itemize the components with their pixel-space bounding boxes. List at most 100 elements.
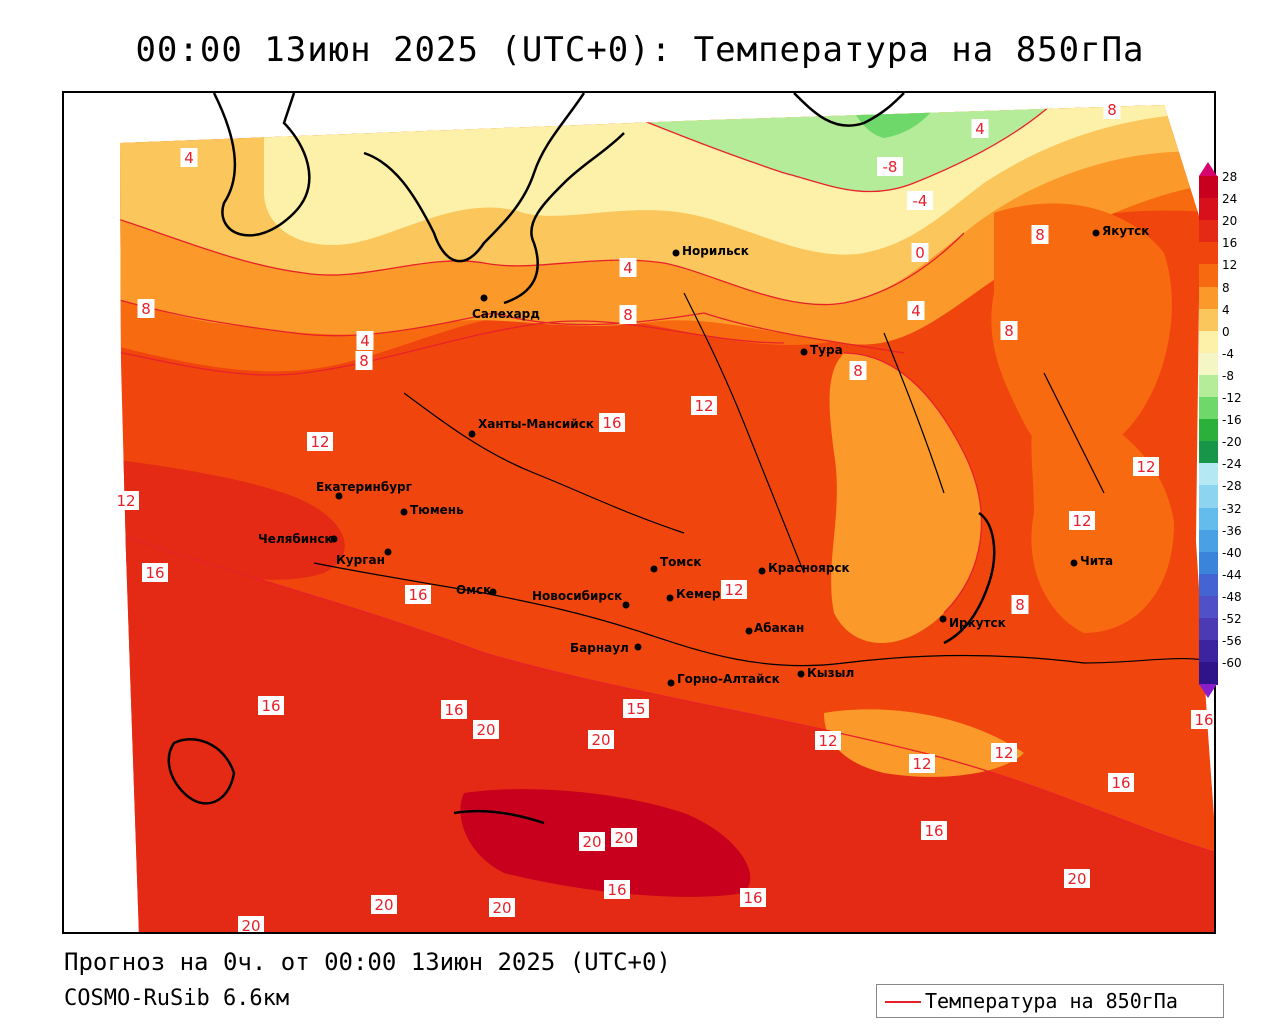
contour-value-label: 16 — [1191, 710, 1214, 729]
svg-text:12: 12 — [818, 732, 837, 750]
city-kurgan[interactable]: Курган — [336, 548, 392, 568]
contour-value-label: 0 — [911, 243, 929, 262]
svg-text:Тюмень: Тюмень — [410, 503, 464, 517]
colorbar-segment — [1199, 176, 1218, 199]
contour-value-label: -4 — [907, 191, 933, 210]
contour-value-label: 16 — [740, 888, 766, 907]
contour-value-label: 16 — [1108, 773, 1134, 792]
contour-value-label: 16 — [441, 700, 467, 719]
city-barnaul[interactable]: Барнаул — [570, 641, 642, 655]
contour-line — [120, 512, 1214, 854]
contour-value-label: 20 — [579, 832, 605, 851]
city-omsk[interactable]: Омск — [456, 583, 497, 597]
city-irkutsk[interactable]: Иркутск — [939, 615, 1006, 631]
svg-text:4: 4 — [975, 120, 985, 138]
field-warm-west — [120, 453, 345, 580]
city-yakutsk[interactable]: Якутск — [1092, 224, 1150, 238]
contour-value-label: 8 — [355, 351, 373, 370]
svg-text:12: 12 — [1136, 458, 1155, 476]
colorbar-tick-label: -52 — [1222, 612, 1242, 626]
svg-text:20: 20 — [591, 731, 610, 749]
svg-text:Тура: Тура — [810, 343, 843, 357]
city-yekaterinburg[interactable]: Екатеринбург — [316, 480, 412, 500]
svg-text:16: 16 — [1111, 774, 1130, 792]
city-tura[interactable]: Тура — [800, 343, 843, 357]
svg-text:16: 16 — [408, 586, 427, 604]
colorbar-segment — [1199, 220, 1218, 243]
svg-text:Норильск: Норильск — [682, 244, 749, 258]
field-east-patch-2 — [1031, 393, 1174, 633]
city-chelyabinsk[interactable]: Челябинск — [258, 532, 338, 546]
svg-text:16: 16 — [924, 822, 943, 840]
svg-text:-8: -8 — [883, 158, 898, 176]
coastline — [793, 93, 905, 127]
svg-text:20: 20 — [614, 829, 633, 847]
svg-text:Якутск: Якутск — [1102, 224, 1149, 238]
colorbar-segment — [1199, 441, 1218, 464]
city-tyumen[interactable]: Тюмень — [400, 503, 465, 517]
svg-text:16: 16 — [1194, 711, 1213, 729]
colorbar-segment — [1199, 242, 1218, 265]
svg-text:Кызыл: Кызыл — [807, 666, 854, 680]
model-caption: COSMO-RuSib 6.6км — [64, 986, 290, 1011]
city-gorno-altaysk[interactable]: Горно-Алтайск — [667, 672, 780, 687]
contour-value-label: 8 — [1000, 321, 1018, 340]
contour-value-label: 8 — [619, 305, 637, 324]
contour-value-label: 12 — [815, 731, 841, 750]
contour-value-label: 12 — [307, 432, 333, 451]
contour-value-label: -8 — [877, 157, 903, 176]
contour-value-label: 20 — [1064, 869, 1090, 888]
svg-text:-4: -4 — [913, 192, 928, 210]
colorbar-segment — [1199, 640, 1218, 663]
contour-value-label: 4 — [180, 148, 198, 167]
svg-text:8: 8 — [623, 306, 633, 324]
baikal-lake — [943, 511, 996, 645]
contour-value-label: 12 — [991, 743, 1017, 762]
contour-value-label: 16 — [405, 585, 431, 604]
city-salekhard[interactable]: Салехард — [472, 294, 540, 322]
city-tomsk[interactable]: Томск — [650, 555, 702, 573]
colorbar-tick-label: -20 — [1222, 435, 1242, 450]
contour-lines — [120, 105, 1214, 854]
svg-text:16: 16 — [145, 564, 164, 582]
city-khanty-mansiysk[interactable]: Ханты-Мансийск — [468, 417, 594, 438]
colorbar-segment — [1199, 264, 1218, 287]
colorbar-segment — [1199, 595, 1218, 619]
svg-text:20: 20 — [241, 917, 260, 934]
colorbar-segment — [1199, 463, 1218, 486]
colorbar-segment — [1199, 308, 1218, 332]
colorbar-tick-label: -48 — [1222, 589, 1242, 604]
colorbar-tick-label: 8 — [1222, 280, 1230, 295]
contour-value-label: 12 — [721, 580, 747, 599]
svg-text:12: 12 — [724, 581, 743, 599]
coastline — [503, 132, 625, 305]
city-kyzyl[interactable]: Кызыл — [797, 666, 855, 680]
svg-text:8: 8 — [1015, 596, 1025, 614]
city-abakan[interactable]: Абакан — [745, 621, 805, 635]
contour-value-label: 12 — [1133, 457, 1159, 476]
svg-text:4: 4 — [623, 259, 633, 277]
field-mongolia-cool — [824, 709, 1024, 777]
svg-text:Курган: Курган — [336, 553, 385, 567]
contour-value-label: 8 — [1011, 595, 1029, 614]
colorbar-segment — [1199, 618, 1218, 641]
city-markers: Норильск Якутск Салехард Тура Ханты-Манс… — [258, 224, 1149, 687]
city-norilsk[interactable]: Норильск — [672, 244, 749, 258]
colorbar-tick-label: -56 — [1222, 634, 1242, 649]
field-east-patch-1 — [991, 203, 1172, 459]
colorbar-tick-label: -60 — [1222, 656, 1242, 671]
svg-text:12: 12 — [994, 744, 1013, 762]
contour-labels: 4 4 8 -8 -4 0 4 8 8 4 8 4 8 8 8 12 16 12 12 12 8 12 12 16 16 12 16… — [113, 100, 1214, 934]
svg-text:Новосибирск: Новосибирск — [532, 589, 622, 603]
legend-line-swatch — [885, 1001, 921, 1003]
city-chita[interactable]: Чита — [1070, 554, 1114, 568]
svg-text:Чита: Чита — [1080, 554, 1113, 568]
city-novosibirsk[interactable]: Новосибирск — [532, 589, 630, 609]
colorbar-segment — [1199, 529, 1218, 553]
city-krasnoyarsk[interactable]: Красноярск — [758, 561, 850, 575]
colorbar-tick-label: 0 — [1222, 324, 1230, 339]
colorbar-segment — [1199, 485, 1218, 508]
colorbar-tick-label: -12 — [1222, 391, 1242, 405]
svg-text:20: 20 — [492, 899, 511, 917]
contour-value-label: 12 — [691, 396, 717, 415]
